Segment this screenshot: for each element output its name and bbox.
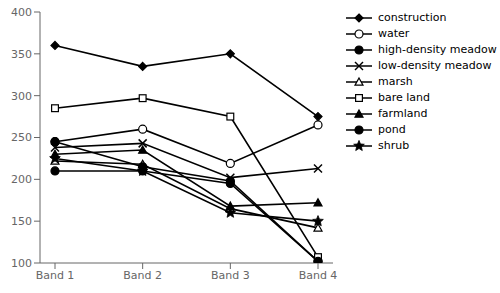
svg-text:300: 300 — [11, 90, 32, 103]
html-text:construction: construction — [378, 11, 447, 24]
html-text:shrub: shrub — [378, 139, 410, 152]
svg-text:400: 400 — [11, 6, 32, 19]
svg-text:150: 150 — [11, 215, 32, 228]
html-text:low-density meadow: low-density meadow — [378, 59, 492, 72]
svg-text:Band 4: Band 4 — [299, 269, 338, 282]
html-text:marsh: marsh — [378, 75, 413, 88]
html-text:bare land: bare land — [378, 91, 430, 104]
html-text:water: water — [378, 27, 410, 40]
svg-text:Band 3: Band 3 — [211, 269, 250, 282]
svg-text:350: 350 — [11, 48, 32, 61]
html-text:farmland: farmland — [378, 107, 428, 120]
svg-text:Band 1: Band 1 — [36, 269, 75, 282]
svg-text:200: 200 — [11, 173, 32, 186]
svg-text:250: 250 — [11, 131, 32, 144]
html-text:high-density meadow: high-density meadow — [378, 43, 497, 56]
html-text:pond: pond — [378, 123, 406, 136]
svg-text:Band 2: Band 2 — [123, 269, 162, 282]
svg-text:100: 100 — [11, 257, 32, 270]
